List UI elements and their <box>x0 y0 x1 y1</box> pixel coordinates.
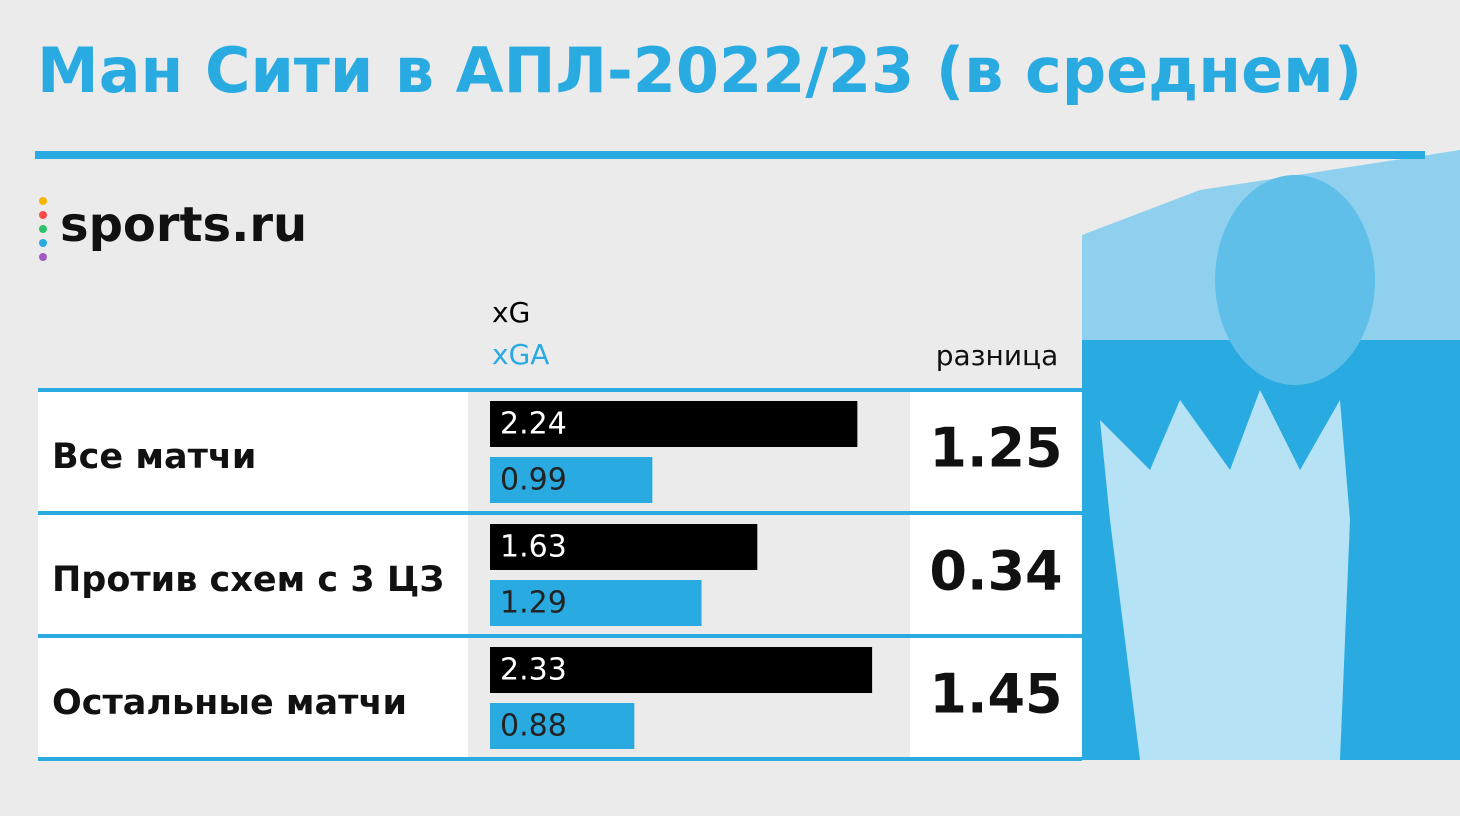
row-rule <box>38 511 1082 515</box>
logo: sports.ru <box>60 197 307 253</box>
row-rule <box>38 757 1082 761</box>
bar <box>490 457 653 503</box>
row-label-cell <box>38 513 468 636</box>
bar <box>490 580 702 626</box>
difference-value: 1.45 <box>929 663 1062 726</box>
row-rule <box>38 388 1082 392</box>
bar-value-label: 2.24 <box>500 407 567 442</box>
logo-dots <box>39 197 47 261</box>
row-label-cell <box>38 390 468 513</box>
bar-value-label: 2.33 <box>500 653 567 688</box>
bar-value-label: 0.99 <box>500 463 567 498</box>
column-header: разница <box>936 339 1059 372</box>
row-label: Остальные матчи <box>52 683 407 723</box>
row-diff-cell <box>910 513 1082 636</box>
title-rule <box>35 151 1425 159</box>
difference-value: 0.34 <box>929 540 1062 603</box>
bar-value-label: 1.29 <box>500 586 567 621</box>
legend-label: xGA <box>492 338 549 371</box>
bar-value-label: 0.88 <box>500 709 567 744</box>
row-rule <box>38 634 1082 638</box>
difference-value: 1.25 <box>929 417 1062 480</box>
bar-value-label: 1.63 <box>500 530 567 565</box>
row-diff-cell <box>910 636 1082 759</box>
bar <box>490 647 873 693</box>
bar <box>490 524 758 570</box>
row-label-cell <box>38 636 468 759</box>
bar <box>490 401 858 447</box>
bar <box>490 703 635 749</box>
row-label: Против схем с 3 ЦЗ <box>52 560 444 600</box>
photo <box>1082 150 1460 760</box>
title: Ман Сити в АПЛ-2022/23 (в среднем) <box>37 34 1362 107</box>
legend-label: xG <box>492 296 530 329</box>
row-diff-cell <box>910 390 1082 513</box>
row-label: Все матчи <box>52 437 256 477</box>
